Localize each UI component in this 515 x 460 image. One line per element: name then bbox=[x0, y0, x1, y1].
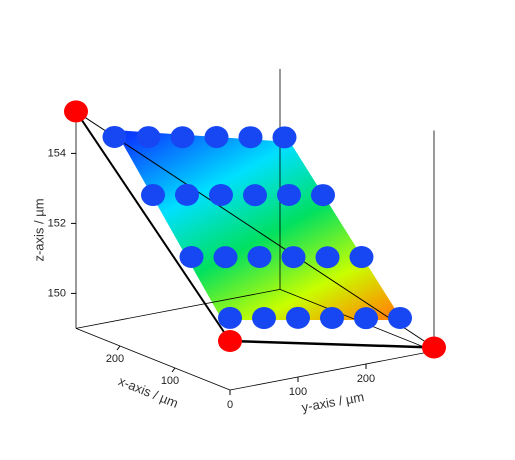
edge-line bbox=[229, 339, 435, 349]
data-point bbox=[238, 126, 263, 149]
data-point bbox=[213, 246, 238, 269]
z-tick-label: 150 bbox=[48, 287, 66, 299]
z-tick-label: 154 bbox=[48, 147, 66, 159]
data-point bbox=[209, 184, 233, 206]
y-tick-label: 0 bbox=[227, 399, 233, 411]
corner-point bbox=[422, 336, 446, 359]
x-tick-label: 200 bbox=[106, 353, 124, 365]
data-point bbox=[243, 184, 267, 207]
z-tick-label: 152 bbox=[48, 217, 66, 229]
data-point bbox=[315, 246, 340, 269]
x-tick bbox=[116, 345, 121, 351]
y-axis bbox=[229, 350, 435, 391]
data-point bbox=[272, 126, 297, 149]
data-point bbox=[252, 307, 276, 330]
data-point bbox=[175, 183, 199, 206]
y-axis-title: y-axis / µm bbox=[300, 389, 365, 415]
data-point bbox=[141, 184, 165, 207]
z-axis-title: z-axis / µm bbox=[31, 198, 46, 261]
data-point bbox=[349, 246, 374, 269]
data-point bbox=[281, 246, 306, 269]
y-tick-label: 200 bbox=[357, 373, 375, 385]
box-line bbox=[75, 289, 281, 329]
data-point bbox=[218, 306, 242, 329]
y-tick-label: 100 bbox=[289, 386, 307, 398]
data-point bbox=[247, 245, 272, 268]
data-point bbox=[277, 183, 301, 206]
surface bbox=[115, 130, 402, 320]
diagonal-line bbox=[75, 110, 435, 348]
data-point bbox=[388, 306, 412, 329]
corner-point bbox=[218, 330, 242, 352]
data-point bbox=[320, 307, 344, 329]
data-point bbox=[311, 184, 335, 207]
data-point bbox=[170, 126, 195, 149]
edge-line bbox=[75, 110, 231, 342]
axes-box bbox=[75, 68, 435, 391]
data-point bbox=[354, 307, 378, 330]
x-tick bbox=[171, 367, 176, 373]
data-point bbox=[286, 306, 310, 329]
data-point bbox=[102, 125, 127, 148]
data-point bbox=[136, 126, 161, 149]
x-axis bbox=[75, 328, 231, 391]
data-point bbox=[204, 126, 229, 149]
corner-point bbox=[64, 100, 88, 123]
data-point bbox=[179, 246, 204, 268]
x-tick-label: 100 bbox=[161, 375, 179, 387]
